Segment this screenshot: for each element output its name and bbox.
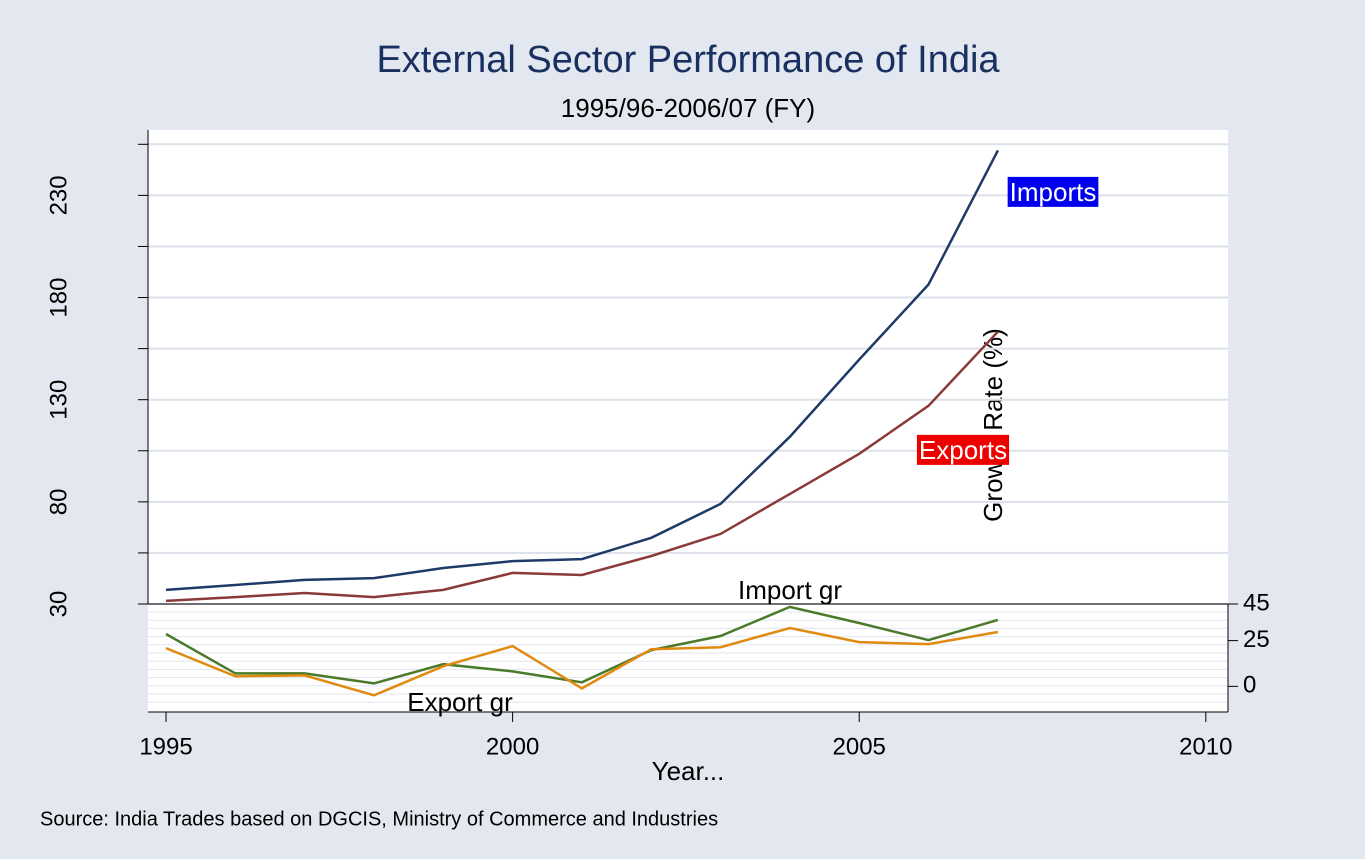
series-label: Imports bbox=[1010, 177, 1097, 207]
y-tick-label: 130 bbox=[45, 380, 72, 420]
series-label: Export gr bbox=[407, 687, 513, 717]
y-tick-label: 80 bbox=[45, 488, 72, 515]
y-tick-label: 30 bbox=[45, 591, 72, 618]
y2-tick-label: 0 bbox=[1243, 672, 1256, 699]
series-label: Import gr bbox=[738, 575, 842, 605]
x-tick-label: 1995 bbox=[139, 733, 192, 760]
x-axis-label: Year... bbox=[652, 756, 725, 786]
x-tick-label: 2010 bbox=[1179, 733, 1232, 760]
y2-axis-label: Growth Rate (%) bbox=[978, 328, 1008, 522]
series-label-box bbox=[1007, 176, 1099, 207]
chart-subtitle: 1995/96-2006/07 (FY) bbox=[561, 93, 815, 123]
plot-area bbox=[148, 130, 1228, 712]
series-line bbox=[165, 330, 999, 603]
y2-tick-label: 25 bbox=[1243, 626, 1270, 653]
y2-tick-label: 45 bbox=[1243, 589, 1270, 616]
series-line bbox=[165, 626, 999, 697]
x-tick-label: 2000 bbox=[486, 733, 539, 760]
series-label: Exports bbox=[919, 435, 1007, 465]
series-line bbox=[165, 149, 1000, 592]
source-note: Source: India Trades based on DGCIS, Min… bbox=[40, 808, 718, 830]
chart-title: External Sector Performance of India bbox=[376, 39, 1000, 81]
series-line bbox=[165, 605, 999, 685]
series-label-box bbox=[916, 434, 1010, 465]
x-tick-label: 2005 bbox=[833, 733, 886, 760]
y-tick-label: 180 bbox=[45, 278, 72, 318]
y-tick-label: 230 bbox=[45, 175, 72, 215]
